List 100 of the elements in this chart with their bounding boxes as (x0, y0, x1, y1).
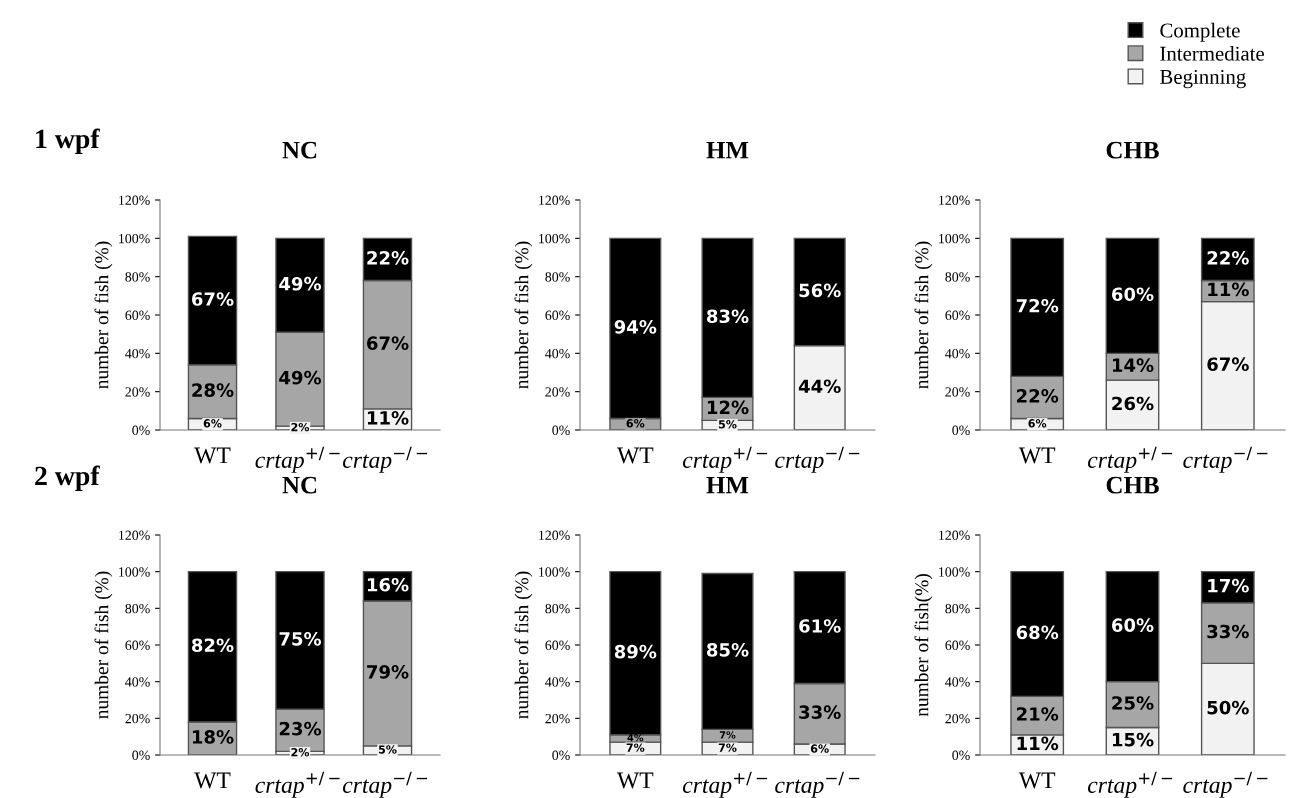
y-tick-label: 100% (119, 233, 150, 244)
y-tick-label: 20% (945, 387, 970, 397)
y-tick-label: 120% (539, 195, 570, 205)
data-label: 21% (1017, 707, 1059, 721)
data-label: 17% (1208, 578, 1249, 593)
y-tick-label: 120% (939, 530, 970, 540)
y-tick-label: 80% (125, 603, 150, 614)
x-tick-label: WT (194, 772, 231, 789)
y-tick-label: 0% (952, 750, 970, 760)
y-tick-label: 100% (539, 567, 570, 577)
data-label: 44% (798, 379, 841, 394)
y-tick-label: 40% (945, 677, 970, 687)
y-tick-label: 120% (119, 195, 150, 205)
y-tick-label: 80% (545, 272, 570, 282)
x-tick-label: crtap$^{+/−}$ (683, 771, 768, 798)
y-tick-label: 60% (125, 310, 150, 320)
text: 2 wpf (35, 465, 100, 491)
x-tick-label: crtap$^{+/−}$ (1088, 771, 1173, 798)
data-label: 60% (1112, 618, 1154, 632)
data-label: 68% (1016, 625, 1059, 640)
y-tick-label: 120% (939, 195, 970, 205)
y-axis-title: number of fish (%) (914, 241, 933, 389)
data-label: 50% (1207, 700, 1249, 715)
x-tick-label: WT (1018, 772, 1056, 789)
y-tick-label: 100% (939, 233, 970, 244)
x-tick-label: crtap$^{−/−}$ (775, 771, 860, 798)
y-tick-label: 100% (119, 567, 150, 577)
data-label: 5% (378, 745, 397, 754)
data-label: 22% (367, 251, 409, 265)
data-label: 6% (626, 419, 645, 428)
data-label: 26% (1112, 396, 1154, 411)
y-tick-label: 20% (945, 713, 970, 724)
data-label: 22% (1017, 389, 1059, 403)
y-tick-label: 80% (945, 603, 970, 614)
data-label: 6% (1028, 419, 1047, 428)
x-tick-label: WT (1018, 447, 1056, 464)
y-tick-label: 20% (125, 387, 150, 397)
y-tick-label: 0% (952, 425, 970, 435)
data-label: 5% (718, 420, 737, 429)
x-tick-label: crtap$^{−/−}$ (775, 446, 860, 473)
y-tick-label: 20% (545, 713, 570, 724)
y-tick-label: 100% (539, 233, 570, 244)
x-tick-label: crtap$^{+/−}$ (255, 771, 340, 798)
legend-label: Complete (1160, 22, 1240, 42)
y-axis-title: number of fish (%) (94, 241, 113, 389)
legend-label: Beginning (1160, 69, 1246, 89)
data-label: 82% (191, 638, 234, 653)
data-label: 33% (799, 705, 841, 719)
y-axis-title: number of fish (%) (514, 241, 533, 389)
y-tick-label: 40% (545, 348, 570, 359)
data-label: 72% (1016, 298, 1059, 313)
data-label: 15% (1112, 732, 1154, 747)
data-label: 79% (367, 665, 409, 679)
data-label: 89% (614, 644, 657, 659)
y-tick-label: 40% (125, 348, 150, 359)
x-tick-label: WT (194, 447, 231, 464)
y-axis-title: number of fish (%) (94, 571, 113, 719)
y-tick-label: 80% (545, 603, 570, 614)
data-label: 61% (799, 619, 841, 633)
chart-title: CHB (1106, 476, 1159, 494)
y-tick-label: 60% (545, 640, 570, 650)
text: 1 wpf (36, 128, 100, 154)
data-label: 67% (1207, 357, 1249, 372)
y-axis-title: number of fish (%) (514, 571, 533, 719)
y-tick-label: 60% (945, 310, 970, 320)
y-axis-title: number of fish(%) (914, 574, 933, 717)
data-label: 7% (626, 743, 645, 752)
y-tick-label: 80% (945, 272, 970, 282)
data-label: 4% (627, 733, 644, 742)
y-tick-label: 40% (545, 677, 570, 687)
chart-title: HM (706, 476, 749, 494)
legend-label: Intermediate (1160, 46, 1264, 61)
y-tick-label: 20% (125, 713, 150, 724)
data-label: 60% (1112, 287, 1154, 302)
data-label: 67% (367, 336, 409, 350)
data-label: 6% (810, 744, 829, 753)
y-tick-label: 80% (125, 272, 150, 282)
data-label: 16% (367, 577, 409, 592)
y-tick-label: 20% (545, 387, 570, 397)
y-tick-label: 120% (119, 530, 150, 540)
data-label: 85% (706, 643, 749, 657)
y-tick-label: 0% (132, 750, 150, 760)
data-label: 25% (1112, 696, 1154, 710)
chart-title: NC (282, 141, 317, 159)
y-tick-label: 60% (945, 640, 970, 650)
x-tick-label: crtap$^{+/−}$ (255, 446, 340, 473)
data-label: 94% (614, 320, 657, 334)
x-tick-label: crtap$^{−/−}$ (343, 446, 428, 473)
data-label: 56% (799, 283, 841, 298)
data-label: 11% (1017, 736, 1059, 751)
y-tick-label: 0% (132, 425, 150, 435)
x-tick-label: WT (616, 447, 654, 464)
data-label: 6% (203, 419, 222, 428)
data-label: 22% (1207, 251, 1249, 265)
y-tick-label: 40% (945, 348, 970, 359)
data-label: 7% (719, 731, 736, 739)
data-label: 75% (279, 632, 322, 646)
y-tick-label: 60% (125, 640, 150, 650)
data-label: 67% (192, 292, 234, 306)
data-label: 12% (707, 400, 749, 415)
